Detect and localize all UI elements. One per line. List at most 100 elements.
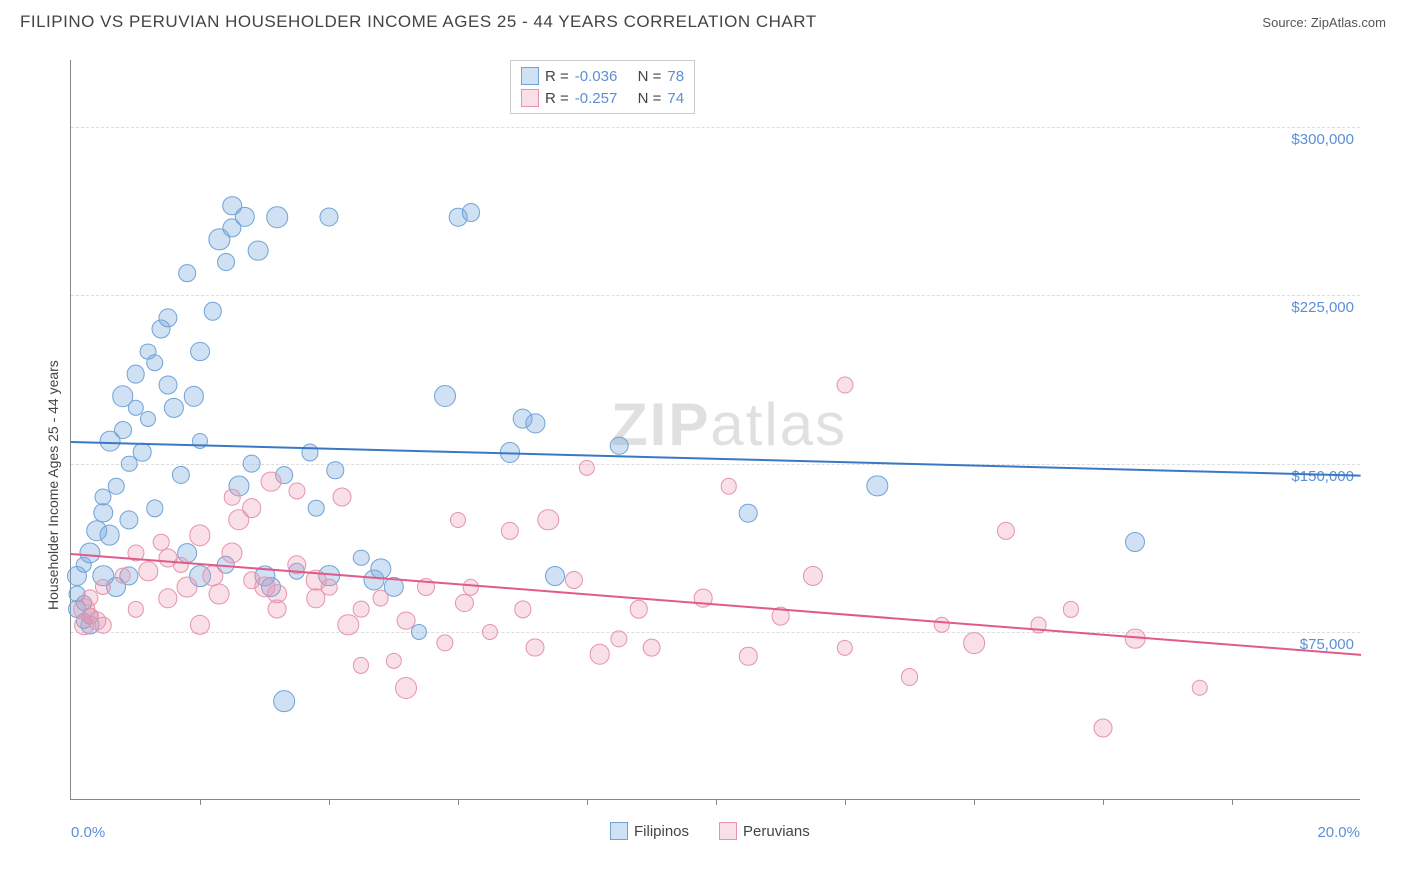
- data-point: [901, 668, 919, 686]
- data-point: [133, 443, 152, 462]
- data-point: [158, 376, 177, 395]
- y-axis-title: Householder Income Ages 25 - 44 years: [45, 360, 61, 610]
- n-value-peruvians: 74: [667, 90, 684, 107]
- data-point: [146, 354, 164, 372]
- data-point: [217, 253, 235, 271]
- data-point: [353, 550, 369, 566]
- stats-row-peruvians: R = -0.257 N = 74: [521, 87, 684, 109]
- data-point: [327, 462, 344, 479]
- gridline: [71, 632, 1360, 633]
- data-point: [526, 414, 545, 433]
- data-point: [268, 600, 287, 619]
- data-point: [222, 543, 243, 564]
- data-point: [590, 644, 611, 665]
- data-point: [114, 567, 131, 584]
- data-point: [353, 601, 370, 618]
- data-point: [353, 657, 369, 673]
- data-point: [158, 308, 177, 327]
- n-value-filipinos: 78: [667, 68, 684, 85]
- data-point: [997, 522, 1015, 540]
- data-point: [1125, 532, 1145, 552]
- data-point: [545, 566, 565, 586]
- data-point: [108, 478, 125, 495]
- x-tick: [716, 799, 717, 805]
- source-name: ZipAtlas.com: [1311, 15, 1386, 30]
- swatch-peruvians-bottom: [719, 822, 737, 840]
- data-point: [500, 522, 518, 540]
- data-point: [514, 601, 531, 618]
- data-point: [172, 466, 190, 484]
- x-tick-label: 0.0%: [71, 824, 105, 841]
- data-point: [242, 499, 262, 519]
- data-point: [183, 386, 203, 406]
- data-point: [261, 471, 282, 492]
- data-point: [332, 488, 351, 507]
- x-tick: [587, 799, 588, 805]
- data-point: [178, 264, 196, 282]
- r-value-filipinos: -0.036: [575, 68, 618, 85]
- trend-line: [71, 553, 1361, 656]
- data-point: [189, 525, 210, 546]
- stats-row-filipinos: R = -0.036 N = 78: [521, 65, 684, 87]
- data-point: [837, 639, 853, 655]
- gridline: [71, 127, 1360, 128]
- stats-legend-box: R = -0.036 N = 78 R = -0.257 N = 74: [510, 60, 695, 114]
- data-point: [224, 489, 241, 506]
- swatch-filipinos-bottom: [610, 822, 628, 840]
- data-point: [248, 240, 269, 261]
- data-point: [934, 617, 950, 633]
- data-point: [437, 634, 454, 651]
- data-point: [273, 690, 295, 712]
- chart-title: FILIPINO VS PERUVIAN HOUSEHOLDER INCOME …: [20, 12, 817, 32]
- data-point: [385, 653, 401, 669]
- bottom-legend: Filipinos Peruvians: [610, 822, 810, 840]
- data-point: [395, 677, 417, 699]
- data-point: [1192, 680, 1208, 696]
- x-tick-label: 20.0%: [1317, 824, 1360, 841]
- data-point: [158, 588, 177, 607]
- data-point: [455, 594, 473, 612]
- data-point: [319, 207, 338, 226]
- data-point: [867, 475, 888, 496]
- data-point: [267, 206, 289, 228]
- legend-item-peruvians: Peruvians: [719, 822, 810, 840]
- x-tick: [458, 799, 459, 805]
- data-point: [308, 500, 325, 517]
- source-label: Source:: [1262, 15, 1307, 30]
- data-point: [963, 632, 985, 654]
- data-point: [99, 525, 120, 546]
- data-point: [140, 411, 156, 427]
- data-point: [1094, 719, 1113, 738]
- legend-item-filipinos: Filipinos: [610, 822, 689, 840]
- gridline: [71, 295, 1360, 296]
- data-point: [434, 385, 456, 407]
- x-tick: [1103, 799, 1104, 805]
- legend-label-peruvians: Peruvians: [743, 823, 810, 840]
- data-point: [209, 583, 230, 604]
- data-point: [611, 630, 628, 647]
- data-point: [94, 503, 113, 522]
- chart-container: Householder Income Ages 25 - 44 years ZI…: [50, 50, 1380, 830]
- data-point: [164, 397, 184, 417]
- data-point: [397, 611, 416, 630]
- data-point: [526, 638, 545, 657]
- label-r: R =: [545, 68, 569, 85]
- data-point: [372, 590, 389, 607]
- gridline: [71, 464, 1360, 465]
- data-point: [146, 500, 163, 517]
- x-tick: [200, 799, 201, 805]
- data-point: [462, 203, 480, 221]
- data-point: [177, 577, 198, 598]
- swatch-filipinos: [521, 67, 539, 85]
- data-point: [173, 556, 189, 572]
- data-point: [610, 436, 629, 455]
- data-point: [803, 566, 823, 586]
- label-n: N =: [638, 90, 662, 107]
- label-r: R =: [545, 90, 569, 107]
- source-attribution: Source: ZipAtlas.com: [1262, 15, 1386, 30]
- watermark-atlas: atlas: [710, 391, 847, 458]
- x-tick: [329, 799, 330, 805]
- data-point: [288, 482, 305, 499]
- data-point: [114, 421, 132, 439]
- x-tick: [845, 799, 846, 805]
